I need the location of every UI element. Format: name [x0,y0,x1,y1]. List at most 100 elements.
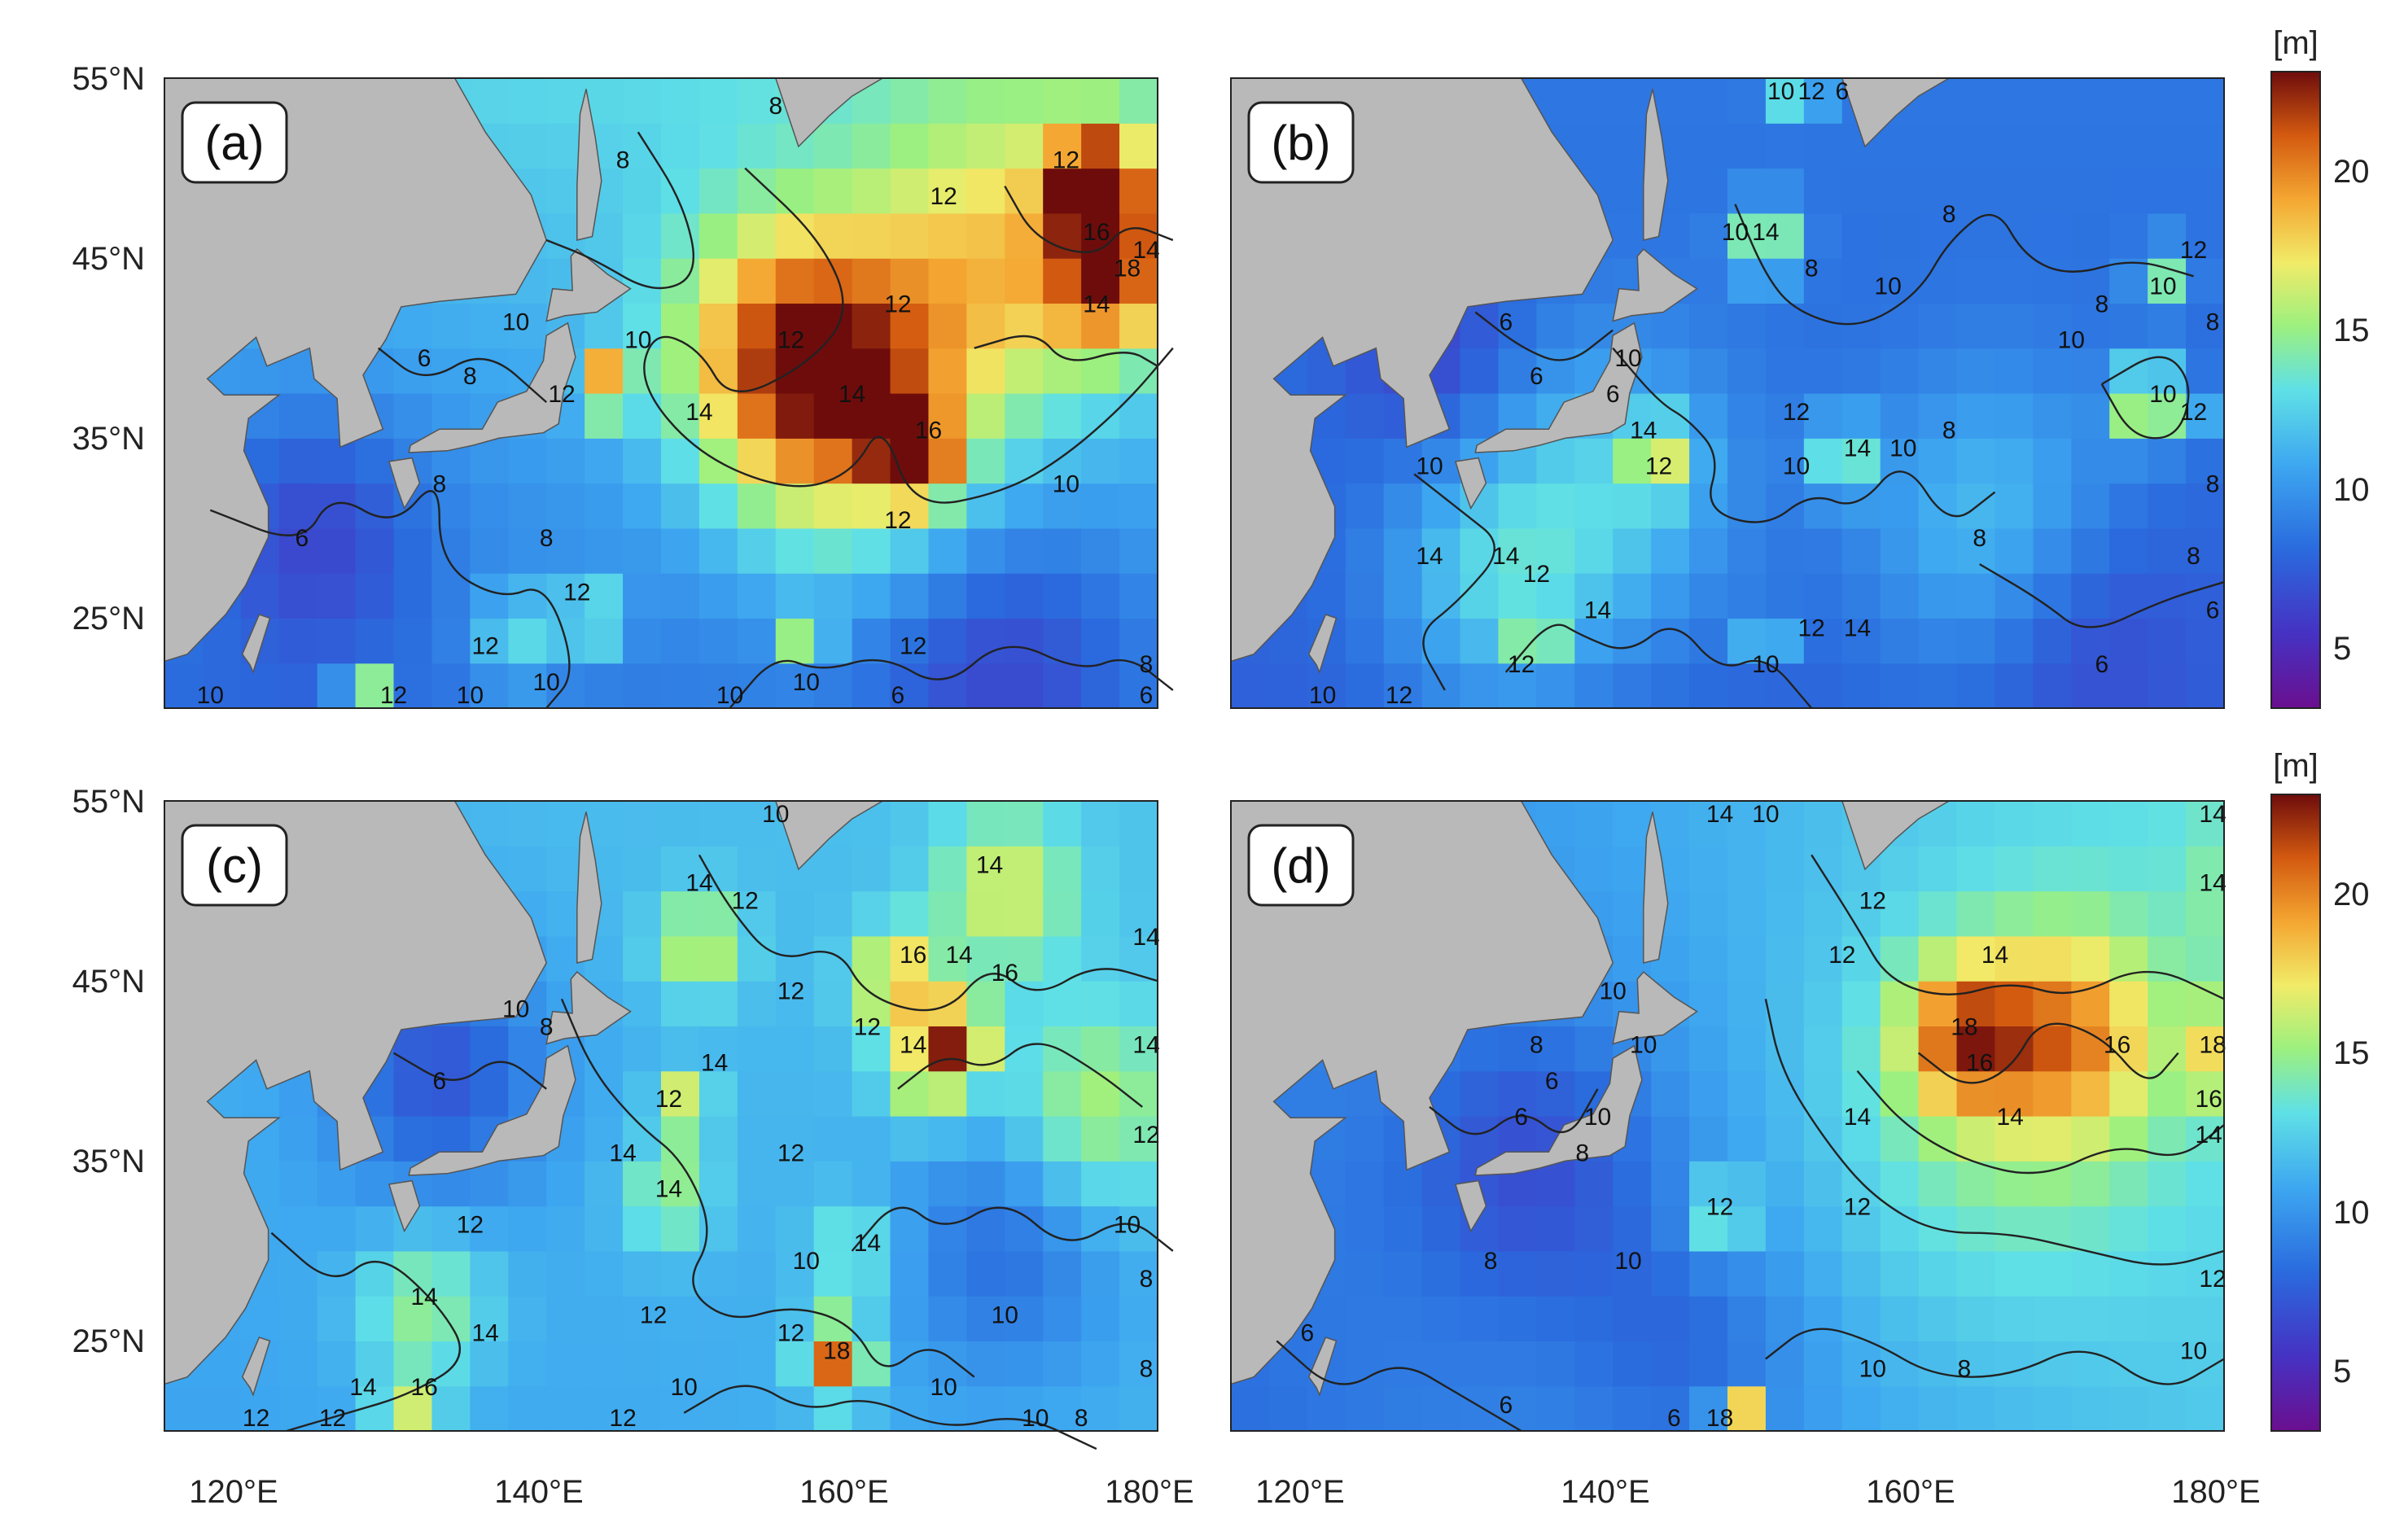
grid-cell [928,1341,967,1387]
contour-label: 12 [380,682,407,709]
grid-cell [1803,303,1843,349]
grid-cell [890,1250,930,1297]
lon-label-160e-right: 160°E [1866,1474,1955,1510]
grid-cell [775,1296,815,1342]
grid-cell [508,78,547,124]
grid-cell [1803,527,1843,574]
contour-label: 8 [1140,1356,1154,1383]
contour-label: 6 [418,345,431,372]
grid-cell [1574,1026,1614,1072]
grid-cell [813,483,853,529]
colorbar-bottom-unit: [m] [2273,748,2319,784]
grid-cell [1613,527,1652,574]
grid-cell [1081,890,1120,937]
grid-cell [1765,123,1805,169]
grid-cell [164,663,204,709]
grid-cell [1005,1296,1044,1342]
grid-cell [2109,258,2148,304]
contour-label: 8 [540,525,554,552]
grid-cell [2186,393,2225,439]
grid-cell [737,890,777,937]
grid-cell [1651,1296,1690,1342]
panel-a-contour-labels: 8812121212141416181414161210101268688121… [197,93,1160,709]
grid-cell [2148,1161,2187,1207]
contour-label: 14 [854,1230,881,1257]
colorbar-bottom-tick-20: 20 [2333,877,2370,912]
grid-cell [2148,1026,2187,1072]
panel-b-label: (b) [1271,116,1330,170]
grid-cell [431,527,471,574]
contour-label: 8 [1140,1266,1154,1293]
grid-cell [775,935,815,982]
grid-cell [355,1161,395,1207]
grid-cell [470,483,509,529]
grid-cell [1651,1070,1690,1117]
contour-label: 14 [1492,543,1519,570]
grid-cell [1574,1205,1614,1252]
grid-cell [2033,981,2072,1027]
grid-cell [966,78,1005,124]
contour-label: 10 [624,327,651,354]
contour-label: 18 [823,1338,850,1365]
grid-cell [737,1296,777,1342]
grid-cell [1803,348,1843,394]
grid-cell [1880,212,1920,259]
grid-cell [928,573,967,619]
grid-cell [737,1026,777,1072]
grid-cell [1651,393,1690,439]
panel-d-label: (d) [1271,838,1330,893]
grid-cell [1536,303,1575,349]
land-area [1307,1337,1338,1397]
grid-cell [1081,258,1120,304]
grid-cell [1613,801,1652,847]
grid-cell [1536,1385,1575,1432]
grid-cell [1727,1116,1767,1162]
grid-cell [1880,1296,1920,1342]
grid-cell [890,618,930,664]
grid-cell [928,890,967,937]
grid-cell [890,303,930,349]
grid-cell [278,483,318,529]
grid-cell [928,303,967,349]
grid-cell [661,527,700,574]
grid-cell [2033,1385,2072,1432]
grid-cell [737,1385,777,1432]
grid-cell [431,1026,471,1072]
contour-label: 8 [1530,1032,1543,1059]
grid-cell [2148,981,2187,1027]
contour-line [270,1232,462,1433]
contour-label: 8 [1075,1405,1088,1432]
grid-cell [813,618,853,664]
grid-cell [852,212,891,259]
contour-label: 8 [2206,471,2220,498]
contour-label: 8 [768,93,782,120]
grid-cell [1043,258,1082,304]
grid-cell [775,573,815,619]
grid-cell [1841,527,1881,574]
contour-label: 18 [2199,1032,2226,1059]
grid-cell [1689,981,1728,1027]
contour-label: 10 [1309,682,1336,709]
lon-label-160e-left: 160°E [799,1474,888,1510]
grid-cell [698,78,738,124]
grid-cell [623,1026,662,1072]
grid-cell [1383,663,1423,709]
grid-cell [1765,846,1805,892]
grid-cell [1613,1296,1652,1342]
land-area [1454,1179,1487,1233]
grid-cell [1727,1026,1767,1072]
grid-cell [2148,663,2187,709]
grid-cell [661,573,700,619]
colorbar-top-tick-10: 10 [2333,472,2370,508]
grid-cell [1994,303,2034,349]
grid-cell [1880,527,1920,574]
grid-cell [890,78,930,124]
grid-cell [1918,981,1958,1027]
grid-cell [2186,1385,2225,1432]
grid-cell [1918,1296,1958,1342]
grid-cell [317,618,357,664]
grid-cell [1689,393,1728,439]
colorbar-bottom-tick-5: 5 [2333,1354,2351,1389]
grid-cell [1880,1116,1920,1162]
grid-cell [1803,1296,1843,1342]
